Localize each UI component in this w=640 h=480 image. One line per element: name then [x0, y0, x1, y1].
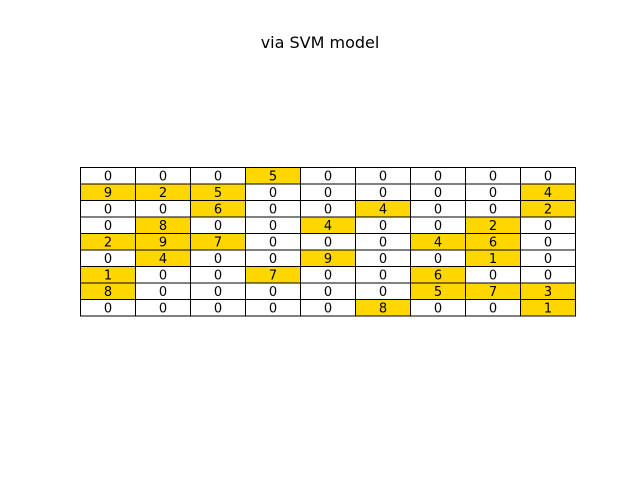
- table-cell-value: 6: [489, 235, 497, 250]
- table-cell-value: 6: [214, 202, 222, 217]
- table-cell-value: 7: [214, 235, 222, 250]
- table-cell-value: 0: [269, 301, 277, 316]
- table-cell-value: 0: [379, 268, 387, 283]
- table-cell-value: 1: [104, 268, 112, 283]
- table-cell-value: 0: [214, 169, 222, 184]
- table-cell-value: 0: [324, 202, 332, 217]
- table-cell-value: 0: [544, 219, 552, 234]
- table-cell-value: 7: [269, 268, 277, 283]
- table-cell-value: 0: [489, 301, 497, 316]
- table-cell-value: 0: [324, 235, 332, 250]
- table-cell-value: 0: [159, 268, 167, 283]
- table-cell-value: 4: [544, 186, 552, 201]
- table-cell-value: 0: [544, 169, 552, 184]
- table-cell-value: 0: [214, 301, 222, 316]
- table-cell-bg: [520, 299, 576, 317]
- table-cell-value: 7: [489, 285, 497, 300]
- table-cell-value: 0: [379, 169, 387, 184]
- table-cell-value: 6: [434, 268, 442, 283]
- table-cell-value: 8: [104, 285, 112, 300]
- table-cell-value: 0: [214, 219, 222, 234]
- table-cell-value: 0: [269, 186, 277, 201]
- table-cell-value: 8: [379, 301, 387, 316]
- table-cell-value: 0: [324, 301, 332, 316]
- table-cell-value: 0: [434, 169, 442, 184]
- table-cell-value: 4: [434, 235, 442, 250]
- table-cell-value: 0: [489, 268, 497, 283]
- table-cell-value: 9: [159, 235, 167, 250]
- table-cell-value: 2: [104, 235, 112, 250]
- table-cell-value: 0: [379, 285, 387, 300]
- table-cell-value: 0: [269, 219, 277, 234]
- table-cell-value: 0: [159, 301, 167, 316]
- table-cell-value: 0: [324, 169, 332, 184]
- table-cell-value: 5: [214, 186, 222, 201]
- table-cell-value: 4: [324, 219, 332, 234]
- table-cell-value: 4: [159, 252, 167, 267]
- chart-title: via SVM model: [260, 33, 380, 52]
- table-cell-value: 0: [214, 285, 222, 300]
- table-cell-value: 1: [489, 252, 497, 267]
- table-cell-value: 0: [269, 202, 277, 217]
- table-cell-value: 0: [544, 252, 552, 267]
- table-cell-value: 5: [434, 285, 442, 300]
- table-cell-value: 0: [434, 252, 442, 267]
- table-cell-value: 0: [104, 219, 112, 234]
- table-cell-value: 9: [324, 252, 332, 267]
- table-cell-value: 0: [269, 235, 277, 250]
- table-cell-value: 0: [324, 186, 332, 201]
- table-cell-value: 1: [544, 301, 552, 316]
- table-cell-value: 0: [214, 268, 222, 283]
- table-cell-value: 0: [324, 268, 332, 283]
- table-cell-value: 0: [434, 219, 442, 234]
- table-cell-value: 0: [214, 252, 222, 267]
- table-cell-value: 2: [544, 202, 552, 217]
- table-cell-value: 0: [434, 301, 442, 316]
- table-cell-value: 2: [489, 219, 497, 234]
- table-cell-value: 3: [544, 285, 552, 300]
- table-cell-value: 0: [379, 219, 387, 234]
- table-cell-value: 0: [434, 202, 442, 217]
- table-cell-value: 4: [379, 202, 387, 217]
- table-cell-value: 0: [434, 186, 442, 201]
- table-cell-value: 0: [104, 301, 112, 316]
- table-cell-value: 2: [159, 186, 167, 201]
- table-cell-value: 0: [159, 285, 167, 300]
- table-cell-value: 0: [269, 285, 277, 300]
- table-cell-value: 0: [489, 202, 497, 217]
- table-cell-value: 0: [379, 252, 387, 267]
- table-cell-value: 0: [379, 235, 387, 250]
- table-cell-value: 0: [159, 169, 167, 184]
- table-cell-value: 0: [544, 268, 552, 283]
- table-cell-value: 0: [269, 252, 277, 267]
- table-cell-value: 0: [379, 186, 387, 201]
- table-cell-value: 0: [104, 252, 112, 267]
- table-cell-value: 8: [159, 219, 167, 234]
- table-cell-value: 9: [104, 186, 112, 201]
- table-cell-value: 0: [324, 285, 332, 300]
- table-cell-value: 0: [104, 202, 112, 217]
- table-cell-value: 0: [489, 169, 497, 184]
- table-cell-value: 5: [269, 169, 277, 184]
- table-cell-value: 0: [159, 202, 167, 217]
- table-cell-value: 0: [104, 169, 112, 184]
- table-cell-value: 0: [544, 235, 552, 250]
- table-cell-value: 0: [489, 186, 497, 201]
